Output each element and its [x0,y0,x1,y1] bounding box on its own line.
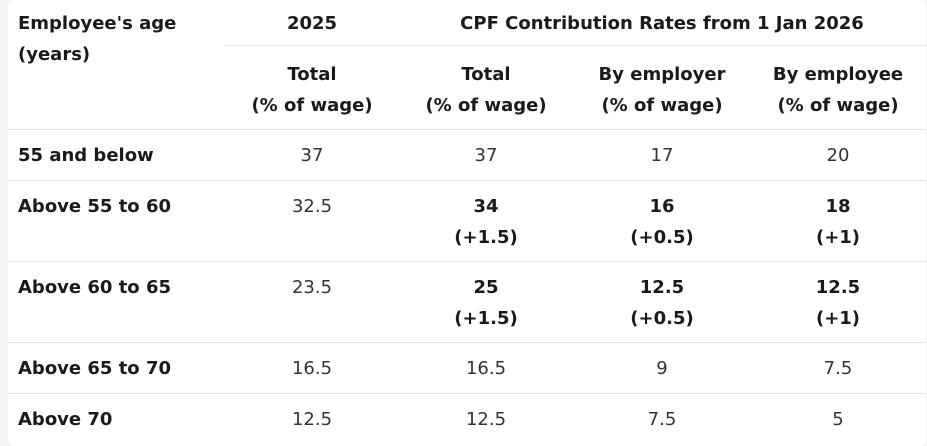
total-2025-cell: 12.5 [291,408,333,430]
employee-value: 12.5 [815,276,861,298]
total-2026-cell: 16.5 [398,342,574,394]
total-2026-change: (+1.5) [454,226,518,248]
total-2026-header: Total (% of wage) [398,45,574,130]
age-header-line1: Employee's age [18,13,177,34]
total-2026-cell: 12.5 [465,408,507,430]
total-2026-value: 34 [473,195,499,217]
employer-header-line2: (% of wage) [601,94,723,116]
employer-change: (+0.5) [630,307,694,329]
total-2026-header-line1: Total [461,63,511,85]
employee-header-line2: (% of wage) [777,94,899,116]
table-row: 55 and below 37 37 17 20 [8,129,926,181]
employer-cell: 16 (+0.5) [574,180,750,262]
employer-cell: 12.5 (+0.5) [574,261,750,343]
total-2025-cell: 37 [226,129,398,181]
year-2025-header: 2025 [226,0,398,46]
age-cell: Above 70 [18,408,113,430]
age-cell: Above 65 to 70 [8,342,226,394]
table-row: Above 55 to 60 32.5 34 (+1.5) 16 (+0.5) … [8,180,926,262]
total-2025-cell: 32.5 [226,180,398,262]
total-2026-cell: 34 (+1.5) [398,180,574,262]
employee-cell: 20 [750,129,926,181]
header-row-top: Employee's age (years) 2025 CPF Contribu… [8,0,926,130]
employee-change: (+1) [815,226,861,248]
employer-header-line1: By employer [598,63,726,85]
employer-cell: 17 [574,129,750,181]
employee-cell: 18 (+1) [750,180,926,262]
table-row: Above 65 to 70 16.5 16.5 9 7.5 [8,342,926,394]
cpf-rates-table: Employee's age (years) 2025 CPF Contribu… [8,0,926,444]
employer-cell: 9 [574,342,750,394]
total-2025-header: Total (% of wage) [226,45,398,130]
age-cell: Above 60 to 65 [8,261,226,343]
rates-2026-header: CPF Contribution Rates from 1 Jan 2026 [398,0,926,46]
table-row: Above 70 12.5 12.5 7.5 5 [8,393,926,444]
employee-value: 18 [825,195,851,217]
employee-cell: 5 [832,408,844,430]
employee-cell: 12.5 (+1) [750,261,926,343]
employer-cell: 7.5 [647,408,677,430]
total-2026-value: 25 [473,276,499,298]
employer-header: By employer (% of wage) [574,45,750,130]
age-column-header: Employee's age (years) [8,0,226,130]
total-2025-header-line1: Total [287,63,337,85]
total-2026-change: (+1.5) [454,307,518,329]
age-cell: 55 and below [8,129,226,181]
total-2026-header-line2: (% of wage) [425,94,547,116]
employee-change: (+1) [815,307,861,329]
employee-header-line1: By employee [772,63,904,85]
total-2025-header-line2: (% of wage) [251,94,373,116]
employee-cell: 7.5 [750,342,926,394]
employer-value: 16 [649,195,675,217]
age-header-line2: (years) [18,44,91,65]
cpf-rates-card: Employee's age (years) 2025 CPF Contribu… [8,0,926,446]
total-2025-cell: 16.5 [226,342,398,394]
header-row-sub: Total (% of wage) Total (% of wage) By e… [8,45,926,130]
table-row: Above 60 to 65 23.5 25 (+1.5) 12.5 (+0.5… [8,261,926,343]
total-2025-cell: 23.5 [226,261,398,343]
age-cell: Above 55 to 60 [8,180,226,262]
total-2026-cell: 25 (+1.5) [398,261,574,343]
total-2026-cell: 37 [398,129,574,181]
employer-value: 12.5 [639,276,685,298]
employee-header: By employee (% of wage) [750,45,926,130]
employer-change: (+0.5) [630,226,694,248]
